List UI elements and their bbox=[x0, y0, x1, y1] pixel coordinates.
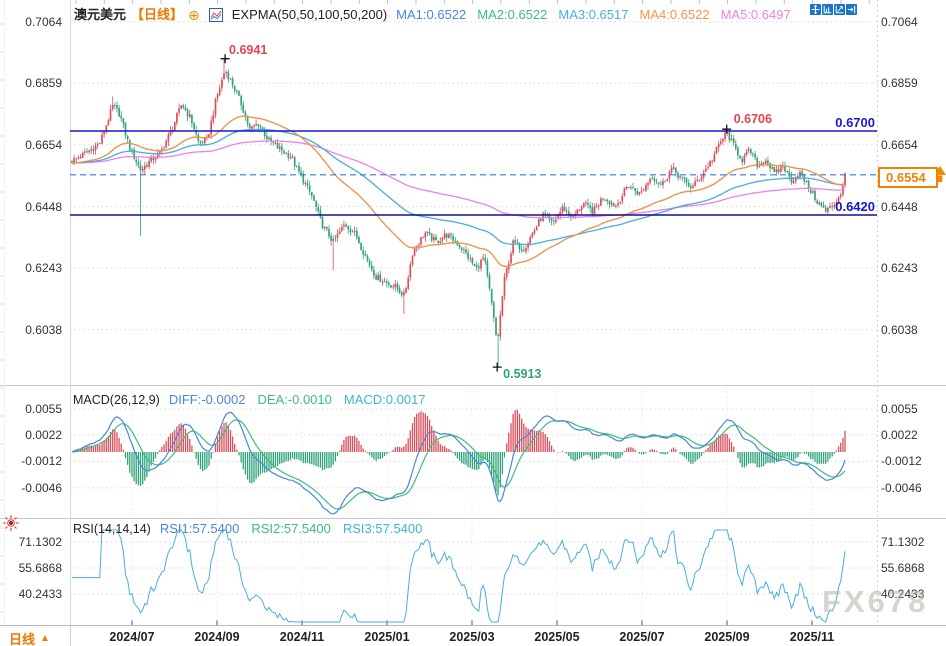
macd-axis-tick-right: 0.0022 bbox=[881, 428, 918, 442]
candles-down-wicks bbox=[71, 69, 833, 368]
macd-axis-tick-right: -0.0046 bbox=[881, 481, 922, 495]
chart-toolbar bbox=[810, 4, 857, 15]
last-price-badge: 0.6554 bbox=[878, 166, 938, 188]
symbol-title: 澳元美元 bbox=[74, 7, 127, 22]
price-axis-tick-left: 0.6243 bbox=[25, 261, 62, 275]
x-axis-label: 2025/05 bbox=[534, 630, 580, 644]
key-point-marker bbox=[220, 54, 230, 64]
annotation-high-2024: 0.6941 bbox=[229, 42, 268, 57]
x-axis-label: 2025/03 bbox=[449, 630, 495, 644]
price-axis-tick-right: 0.6654 bbox=[881, 138, 918, 152]
rsi-axis-tick-left: 71.1302 bbox=[18, 535, 62, 549]
ma-label-4: MA4:0.6522 bbox=[639, 7, 710, 22]
macd-axis-tick-right: 0.0055 bbox=[881, 402, 918, 416]
x-axis-divider bbox=[70, 626, 71, 646]
period-selector-label: 日线 bbox=[9, 632, 36, 646]
zoom-axis-icon[interactable] bbox=[822, 4, 833, 15]
rsi-label-3: RSI3:57.5400 bbox=[342, 521, 423, 536]
macd-title: MACD(26,12,9) bbox=[73, 393, 160, 407]
macd-label-2: DEA:-0.0010 bbox=[257, 392, 332, 407]
period-selector-button[interactable]: 日线 ▲ bbox=[9, 629, 50, 646]
price-panel bbox=[71, 58, 846, 368]
line-chart-icon[interactable] bbox=[208, 8, 223, 22]
macd-label-1: DIFF:-0.0002 bbox=[168, 392, 246, 407]
rsi-panel bbox=[72, 529, 846, 623]
annotation-high-2025: 0.6706 bbox=[733, 112, 772, 127]
ma-label-1: MA1:0.6522 bbox=[396, 7, 467, 22]
goto-latest-icon[interactable] bbox=[846, 4, 857, 15]
rsi-title: RSI(14,14,14) bbox=[73, 522, 151, 536]
macd-axis-tick-right: -0.0012 bbox=[881, 454, 922, 468]
key-point-marker bbox=[492, 362, 502, 372]
x-axis-label: 2025/01 bbox=[364, 630, 410, 644]
price-axis-tick-right: 0.6859 bbox=[881, 76, 918, 90]
diff-line bbox=[71, 411, 846, 515]
rsi-label-1: RSI1:57.5400 bbox=[159, 521, 240, 536]
candles-up-wicks bbox=[73, 58, 846, 341]
x-axis-label: 2025/09 bbox=[704, 630, 750, 644]
rsi-line bbox=[72, 529, 846, 623]
price-axis-tick-right: 0.6243 bbox=[881, 261, 918, 275]
annotation-low-2025: 0.5913 bbox=[503, 367, 542, 382]
up-triangle-icon: ▲ bbox=[40, 633, 50, 644]
macd-histogram-positive bbox=[73, 409, 846, 452]
x-axis-bar bbox=[0, 625, 946, 646]
macd-histogram-negative bbox=[124, 452, 835, 496]
ma-label-3: MA3:0.6517 bbox=[558, 7, 629, 22]
chart-header: 澳元美元 【日线】 ⊕ EXPMA(50,50,100,50,200) MA1:… bbox=[74, 7, 791, 23]
rsi-axis-tick-left: 40.2433 bbox=[18, 587, 62, 601]
candles-up-bodies bbox=[73, 71, 846, 337]
circle-plus-icon[interactable]: ⊕ bbox=[188, 7, 200, 23]
price-axis-tick-left: 0.6859 bbox=[25, 76, 62, 90]
x-axis-label: 2024/09 bbox=[194, 630, 240, 644]
x-axis-label: 2025/11 bbox=[789, 630, 835, 644]
x-axis-label: 2025/07 bbox=[619, 630, 665, 644]
resistance-level-label: 0.6700 bbox=[835, 115, 875, 130]
macd-label-3: MACD:0.0017 bbox=[343, 392, 426, 407]
macd-axis-tick-left: -0.0012 bbox=[21, 454, 62, 468]
ema50-line-c bbox=[71, 115, 846, 267]
x-axis-label: 2024/07 bbox=[109, 630, 155, 644]
rsi-axis-tick-right: 55.6868 bbox=[881, 561, 925, 575]
macd-panel bbox=[71, 409, 846, 515]
macd-header: MACD(26,12,9) DIFF:-0.0002 DEA:-0.0010 MAC… bbox=[73, 392, 426, 408]
price-axis-tick-left: 0.6038 bbox=[25, 323, 62, 337]
macd-axis-tick-left: 0.0055 bbox=[25, 402, 62, 416]
price-axis-tick-right: 0.6038 bbox=[881, 323, 918, 337]
dea-line bbox=[71, 419, 846, 510]
price-axis-tick-left: 0.6654 bbox=[25, 138, 62, 152]
ema200-line bbox=[71, 140, 846, 219]
ema100-line bbox=[71, 128, 846, 246]
price-axis-tick-left: 0.7064 bbox=[25, 15, 62, 29]
indicator-title: EXPMA(50,50,100,50,200) bbox=[231, 7, 388, 22]
price-axis-tick-right: 0.6448 bbox=[881, 200, 918, 214]
move-crosshair-icon[interactable] bbox=[810, 4, 821, 15]
rsi-value-labels: RSI1:57.5400 RSI2:57.5400 RSI3:57.5400 bbox=[160, 521, 423, 537]
watermark: FX678 bbox=[822, 584, 929, 619]
rsi-axis-tick-right: 40.2433 bbox=[881, 587, 925, 601]
indicator-settings-sun-icon[interactable] bbox=[2, 514, 20, 532]
macd-value-labels: DIFF:-0.0002 DEA:-0.0010 MACD:0.0017 bbox=[169, 392, 426, 408]
scale-axis-icon[interactable] bbox=[834, 4, 845, 15]
rsi-label-2: RSI2:57.5400 bbox=[251, 521, 331, 536]
price-axis-tick-right: 0.7064 bbox=[881, 15, 918, 29]
macd-axis-tick-left: 0.0022 bbox=[25, 428, 62, 442]
x-axis-label: 2024/11 bbox=[279, 630, 325, 644]
price-axis-tick-left: 0.6448 bbox=[25, 200, 62, 214]
rsi-header: RSI(14,14,14) RSI1:57.5400 RSI2:57.5400 RS… bbox=[73, 521, 422, 537]
ma-value-labels: MA1:0.6522 MA2:0.6522 MA3:0.6517 MA4:0.6522… bbox=[396, 7, 791, 23]
candles-down-bodies bbox=[71, 72, 834, 336]
period-tag: 【日线】 bbox=[131, 7, 184, 22]
rsi-axis-tick-right: 71.1302 bbox=[881, 535, 925, 549]
ma-label-5: MA5:0.6497 bbox=[720, 7, 791, 22]
key-point-marker bbox=[722, 124, 732, 134]
rsi-axis-tick-left: 55.6868 bbox=[18, 561, 62, 575]
macd-axis-tick-left: -0.0046 bbox=[21, 481, 62, 495]
support-level-label: 0.6420 bbox=[835, 199, 875, 214]
ma-label-2: MA2:0.6522 bbox=[477, 7, 548, 22]
